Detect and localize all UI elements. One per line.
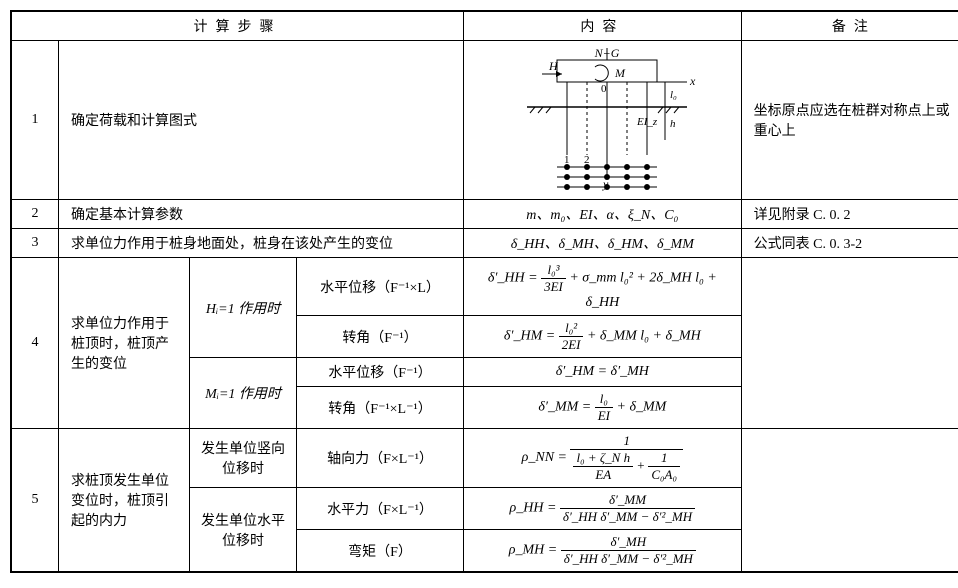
step-num-2: 2 <box>11 200 59 229</box>
label-H: H <box>548 59 559 73</box>
row5-f1: ρ_NN = 1 l₀ + ζ_N hEA + 1C₀A₀ <box>464 429 742 488</box>
label-l0: l₀ <box>670 89 677 101</box>
diagram-cell: N+G H M 0 x <box>464 41 742 200</box>
row4-sub1: Hᵢ=1 作用时 <box>190 258 297 358</box>
row4-note <box>741 258 958 429</box>
step-content-3: δ_HH、δ_MH、δ_HM、δ_MM <box>464 229 742 258</box>
step-note-3: 公式同表 C. 0. 3-2 <box>741 229 958 258</box>
row5-sub1: 发生单位竖向位移时 <box>190 429 297 488</box>
header-steps: 计算步骤 <box>11 11 464 41</box>
label-M: M <box>614 66 626 80</box>
step-desc-5: 求桩顶发生单位变位时，桩顶引起的内力 <box>59 429 190 573</box>
row5-f2: ρ_HH = δ′_MMδ′_HH δ′_MM − δ′²_MH <box>464 488 742 530</box>
row5-note <box>741 429 958 573</box>
header-notes: 备注 <box>741 11 958 41</box>
row4-f3: δ′_HM = δ′_MH <box>464 358 742 387</box>
label-EI: EI_z <box>636 116 658 128</box>
calculation-steps-table: 计算步骤 内容 备注 1 确定荷载和计算图式 N+G H M 0 <box>10 10 958 573</box>
row4-sub2: Mᵢ=1 作用时 <box>190 358 297 429</box>
label-h: h <box>670 118 676 130</box>
step-num-4: 4 <box>11 258 59 429</box>
step-desc-1: 确定荷载和计算图式 <box>59 41 464 200</box>
row4-f2: δ′_HM = l₀²2EI + δ_MM l₀ + δ_MH <box>464 316 742 358</box>
step-content-2: m、m₀、EI、α、ξ_N、C₀ <box>464 200 742 229</box>
row5-c1: 轴向力（F×L⁻¹） <box>297 429 464 488</box>
step-desc-3: 求单位力作用于桩身地面处，桩身在该处产生的变位 <box>59 229 464 258</box>
row4-c2: 转角（F⁻¹） <box>297 316 464 358</box>
row5-c2: 水平力（F×L⁻¹） <box>297 488 464 530</box>
row5-sub2: 发生单位水平位移时 <box>190 488 297 573</box>
step-num-5: 5 <box>11 429 59 573</box>
step-num-3: 3 <box>11 229 59 258</box>
pile-diagram: N+G H M 0 x <box>487 45 717 195</box>
label-x: x <box>689 74 696 88</box>
row5-f3: ρ_MH = δ′_MHδ′_HH δ′_MM − δ′²_MH <box>464 530 742 573</box>
header-content: 内容 <box>464 11 742 41</box>
step-num-1: 1 <box>11 41 59 200</box>
row5-c3: 弯矩（F） <box>297 530 464 573</box>
step-note-2: 详见附录 C. 0. 2 <box>741 200 958 229</box>
step-desc-2: 确定基本计算参数 <box>59 200 464 229</box>
step-note-1: 坐标原点应选在桩群对称点上或重心上 <box>741 41 958 200</box>
row4-f1: δ′_HH = l₀³3EI + σ_mm l₀² + 2δ_MH l₀ + δ… <box>464 258 742 316</box>
step-desc-4: 求单位力作用于桩顶时，桩顶产生的变位 <box>59 258 190 429</box>
label-zero: 0 <box>601 83 607 95</box>
row4-c4: 转角（F⁻¹×L⁻¹） <box>297 387 464 429</box>
row4-f4: δ′_MM = l₀EI + δ_MM <box>464 387 742 429</box>
row4-c3: 水平位移（F⁻¹） <box>297 358 464 387</box>
row4-c1: 水平位移（F⁻¹×L） <box>297 258 464 316</box>
